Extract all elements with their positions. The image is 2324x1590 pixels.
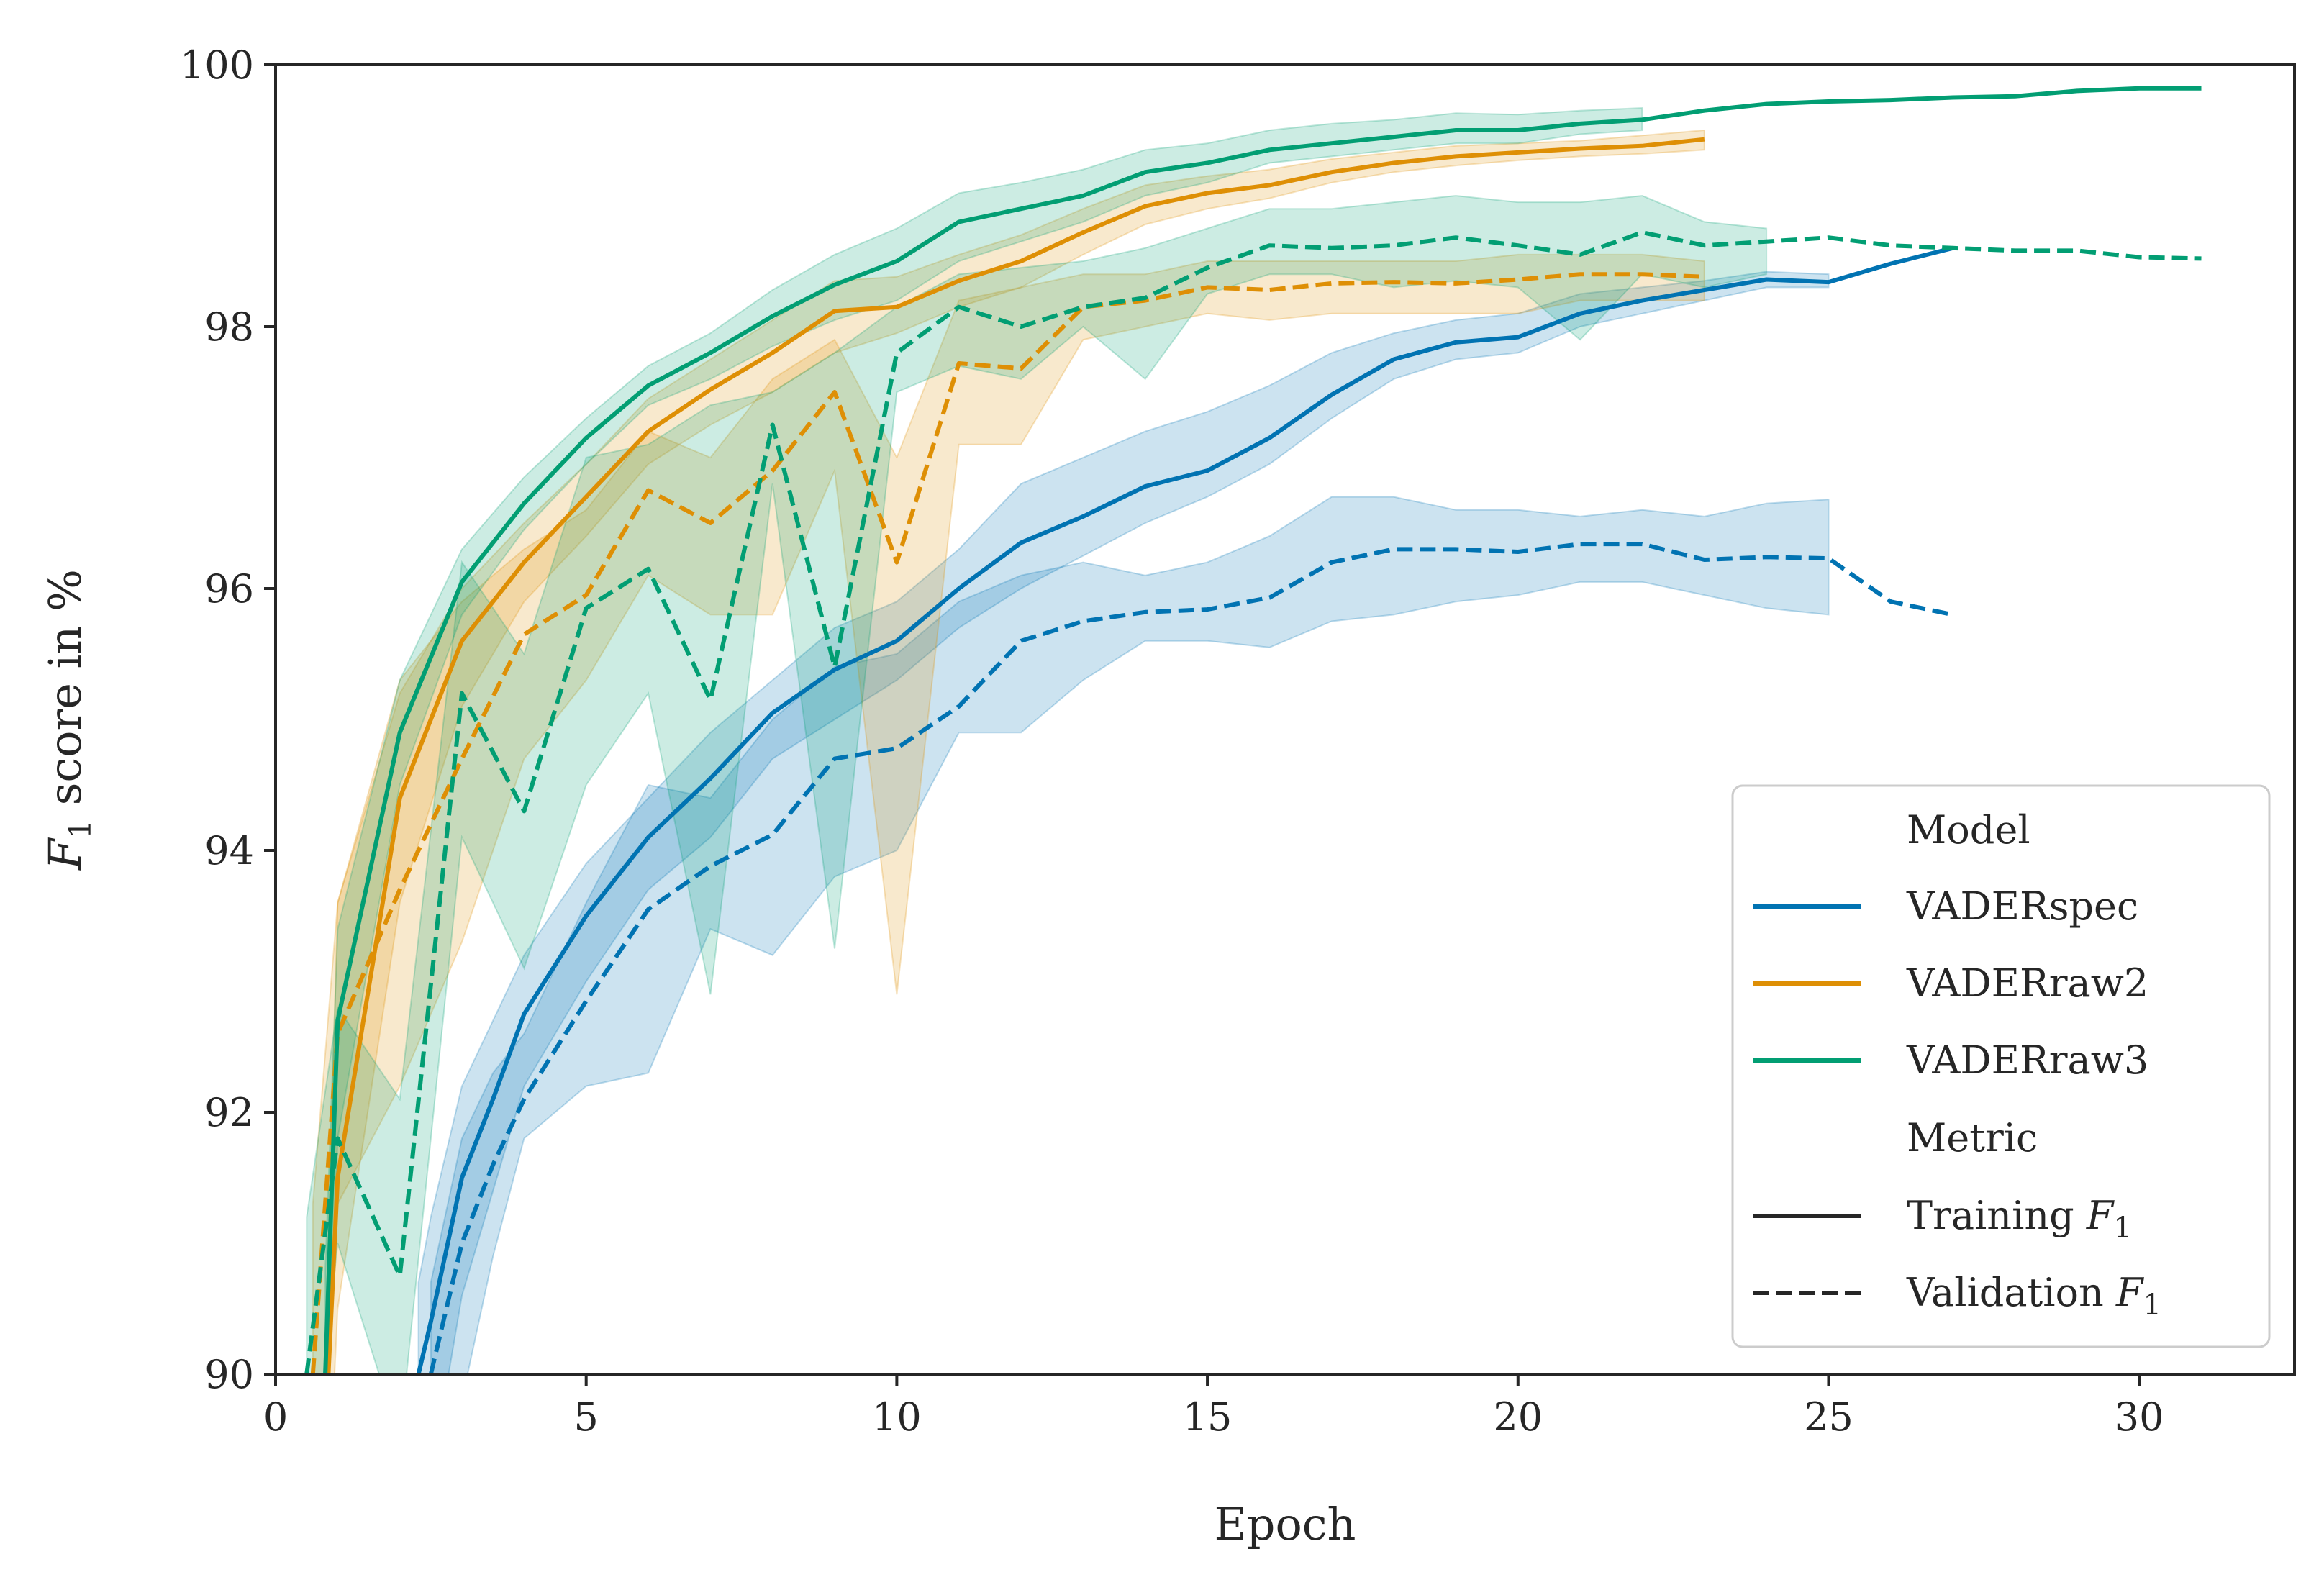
y-tick-label-90: 90 xyxy=(204,1352,254,1397)
legend-label-vaderspec: VADERspec xyxy=(1906,883,2138,929)
legend-heading-model: Model xyxy=(1907,807,2030,853)
vaderraw3-validation-line xyxy=(304,230,2202,1374)
y-axis-ticks: 90 92 94 96 98 100 xyxy=(180,42,276,1397)
legend-label-validation-subscript: 1 xyxy=(2143,1289,2161,1322)
series-lines xyxy=(304,86,2202,1374)
y-axis-title: F1 score in % xyxy=(39,569,98,871)
x-axis-title: Epoch xyxy=(1215,1498,1356,1550)
y-tick-label-100: 100 xyxy=(180,42,254,88)
y-axis-title-rest: score in % xyxy=(39,569,91,819)
x-tick-label-10: 10 xyxy=(872,1394,922,1440)
y-tick-label-92: 92 xyxy=(204,1090,254,1135)
legend-label-training: Training F1 xyxy=(1907,1193,2132,1245)
x-tick-label-25: 25 xyxy=(1804,1394,1853,1440)
legend-label-vaderraw3: VADERraw3 xyxy=(1906,1037,2148,1083)
vaderspec-training-line xyxy=(416,245,1953,1374)
vaderraw3-validation-band xyxy=(306,194,1768,1374)
legend-label-training-text: Training xyxy=(1907,1193,2087,1238)
x-tick-label-5: 5 xyxy=(574,1394,599,1440)
vaderraw2-validation-line xyxy=(310,272,1705,1374)
x-tick-label-20: 20 xyxy=(1493,1394,1543,1440)
vaderraw3-training-band xyxy=(324,107,1643,1374)
y-axis-title-symbol: F xyxy=(39,837,91,871)
confidence-bands xyxy=(306,107,1830,1374)
legend-heading-metric: Metric xyxy=(1907,1115,2038,1160)
vaderspec-training-band xyxy=(417,271,1830,1374)
plot-frame xyxy=(274,63,2296,1376)
legend-label-validation: Validation F1 xyxy=(1906,1270,2161,1322)
y-tick-label-96: 96 xyxy=(204,566,254,612)
vaderraw2-training-band xyxy=(327,129,1705,1374)
legend-label-vaderraw2: VADERraw2 xyxy=(1906,960,2148,1006)
legend-label-validation-symbol: F xyxy=(2115,1270,2145,1315)
vaderraw2-validation-band xyxy=(312,253,1705,1374)
y-axis-title-subscript: 1 xyxy=(63,819,98,839)
legend-label-training-symbol: F xyxy=(2086,1193,2115,1238)
x-tick-label-30: 30 xyxy=(2115,1394,2164,1440)
x-tick-label-0: 0 xyxy=(263,1394,288,1440)
x-tick-label-15: 15 xyxy=(1183,1394,1233,1440)
legend-box xyxy=(1731,784,2271,1348)
vaderraw2-training-line xyxy=(326,137,1705,1374)
legend-label-training-subscript: 1 xyxy=(2113,1212,2131,1245)
vaderspec-validation-band xyxy=(430,496,1830,1374)
legend-label-validation-text: Validation xyxy=(1906,1270,2116,1315)
x-axis-ticks: 0 5 10 15 20 25 30 xyxy=(263,1374,2164,1440)
vaderspec-validation-line xyxy=(428,542,1953,1374)
y-tick-label-94: 94 xyxy=(204,828,254,873)
legend: Model VADERspec VADERraw2 VADERraw3 Metr… xyxy=(1731,784,2271,1348)
vaderraw3-training-line xyxy=(323,86,2202,1374)
y-tick-label-98: 98 xyxy=(204,304,254,350)
